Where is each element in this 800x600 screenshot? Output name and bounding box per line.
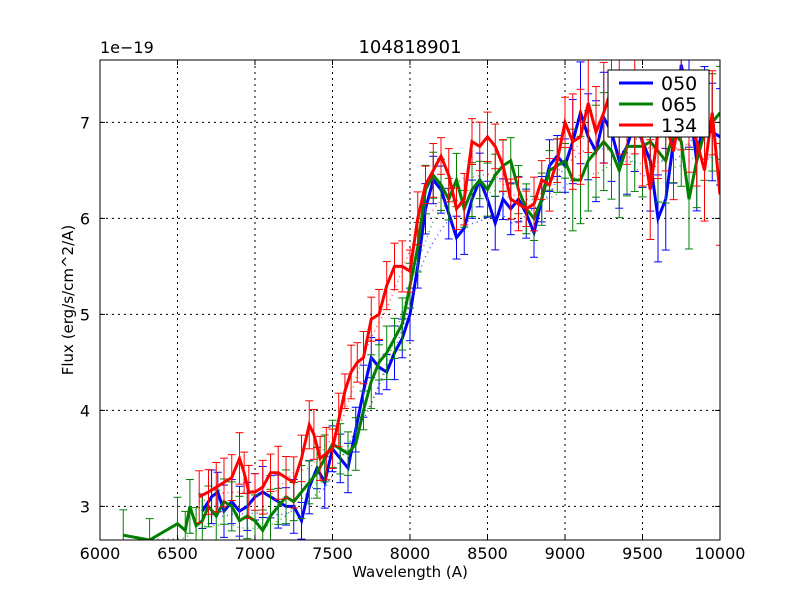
x-tick-labels: 6000 6500 7000 7500 8000 8500 9000 9500 10000 — [80, 544, 746, 563]
legend-item-134: 134 — [619, 115, 697, 137]
x-tick-label: 8000 — [390, 544, 431, 563]
legend-item-050: 050 — [619, 73, 697, 95]
legend-item-065: 065 — [619, 94, 697, 116]
x-tick-label: 7000 — [235, 544, 276, 563]
y-axis-label: Flux (erg/s/cm^2/A) — [59, 225, 77, 376]
legend-label: 134 — [661, 115, 697, 137]
y-tick-label: 6 — [80, 209, 90, 228]
x-axis-label: Wavelength (A) — [352, 563, 468, 581]
x-tick-label: 8500 — [467, 544, 508, 563]
chart-title: 104818901 — [358, 37, 461, 58]
x-tick-label: 9500 — [622, 544, 663, 563]
y-tick-label: 7 — [80, 113, 90, 132]
axis-ticks — [99, 60, 721, 540]
x-tick-label: 10000 — [695, 544, 746, 563]
x-tick-label: 7500 — [312, 544, 353, 563]
y-tick-label: 3 — [80, 497, 90, 516]
y-offset-text: 1e−19 — [100, 38, 154, 57]
x-tick-label: 6000 — [80, 544, 121, 563]
legend-label: 065 — [661, 94, 697, 116]
x-tick-label: 6500 — [157, 544, 198, 563]
y-tick-label: 5 — [80, 305, 90, 324]
legend-label: 050 — [661, 73, 697, 95]
plot-area: 6000 6500 7000 7500 8000 8500 9000 9500 10000 3 4… — [80, 59, 746, 563]
x-tick-label: 9000 — [545, 544, 586, 563]
trend-line — [141, 143, 720, 540]
y-tick-label: 4 — [80, 401, 90, 420]
y-tick-labels: 3 4 5 6 7 — [80, 113, 90, 516]
